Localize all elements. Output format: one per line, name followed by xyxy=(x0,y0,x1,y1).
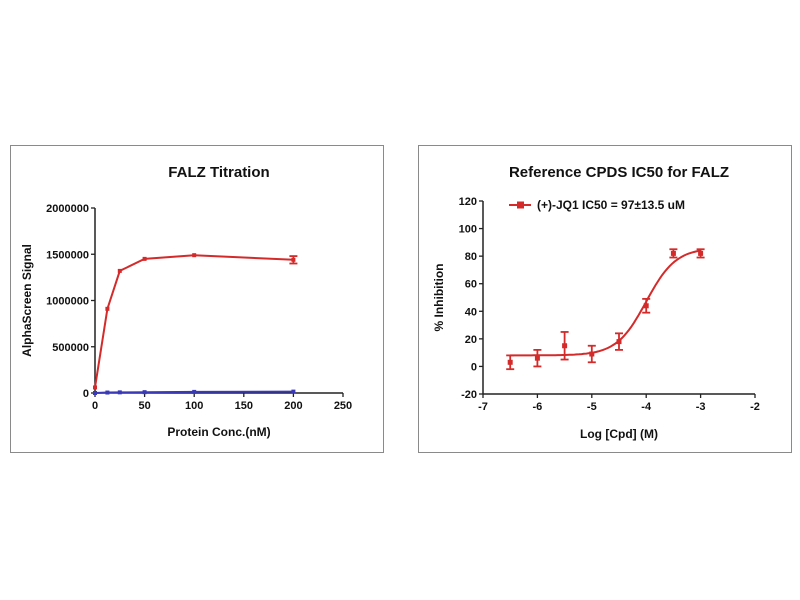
x-tick-label: -7 xyxy=(478,401,488,413)
x-tick-label: -3 xyxy=(696,401,706,413)
data-point xyxy=(291,257,296,262)
y-tick-label: -20 xyxy=(461,389,477,401)
y-tick-label: 0 xyxy=(471,361,477,373)
data-point xyxy=(534,355,540,361)
data-point xyxy=(192,389,197,394)
data-point xyxy=(105,306,110,311)
y-tick-label: 100 xyxy=(459,224,477,236)
legend-label: (+)-JQ1 IC50 = 97±13.5 uM xyxy=(537,198,685,212)
fit-curve xyxy=(510,249,701,357)
x-axis-label: Protein Conc.(nM) xyxy=(167,425,270,439)
y-tick-label: 20 xyxy=(465,334,477,346)
data-point xyxy=(105,390,110,395)
y-axis-label: AlphaScreen Signal xyxy=(20,244,34,357)
y-tick-label: 500000 xyxy=(52,342,89,354)
data-point xyxy=(589,351,595,357)
chart-title: FALZ Titration xyxy=(168,164,269,181)
x-tick-label: 100 xyxy=(185,400,203,412)
y-tick-label: 80 xyxy=(465,251,477,263)
data-point xyxy=(192,253,197,258)
data-point xyxy=(507,359,513,365)
data-point xyxy=(291,389,296,394)
y-tick-label: 0 xyxy=(83,388,89,400)
data-point xyxy=(643,303,649,309)
y-tick-label: 60 xyxy=(465,279,477,291)
x-tick-label: 50 xyxy=(138,400,150,412)
data-point xyxy=(142,256,147,261)
x-tick-label: -6 xyxy=(533,401,543,413)
data-point xyxy=(698,250,704,256)
data-point xyxy=(562,343,568,349)
x-tick-label: 200 xyxy=(284,400,302,412)
data-point xyxy=(93,391,97,395)
x-tick-label: -5 xyxy=(587,401,597,413)
data-point xyxy=(142,390,147,395)
chart-panel-falz-titration: FALZ Titration 0 50 100 150 200 250 0 500000 1000… xyxy=(10,145,384,453)
chart-title: Reference CPDS IC50 for FALZ xyxy=(509,164,729,181)
y-axis-label: % Inhibition xyxy=(432,264,446,332)
ic50-chart: Reference CPDS IC50 for FALZ -7 -6 -5 -4 -3 -2… xyxy=(432,164,760,441)
data-point xyxy=(117,390,122,395)
data-point xyxy=(670,250,676,256)
data-point xyxy=(616,339,622,345)
series-line-1 xyxy=(94,390,294,394)
y-tick-label: 1500000 xyxy=(46,249,89,261)
x-tick-label: 150 xyxy=(235,400,253,412)
series-line-0 xyxy=(94,254,294,388)
y-tick-label: 120 xyxy=(459,196,477,208)
y-tick-label: 2000000 xyxy=(46,203,89,215)
legend-marker xyxy=(517,201,524,209)
x-tick-label: -2 xyxy=(750,401,760,413)
y-tick-label: 40 xyxy=(465,306,477,318)
y-tick-label: 1000000 xyxy=(46,296,89,308)
x-tick-label: -4 xyxy=(641,401,652,413)
data-point xyxy=(93,385,97,390)
x-tick-label: 0 xyxy=(92,400,98,412)
x-axis-label: Log [Cpd] (M) xyxy=(580,427,658,441)
data-point xyxy=(117,268,122,273)
chart-panel-ic50: Reference CPDS IC50 for FALZ -7 -6 -5 -4 -3 -2… xyxy=(418,145,792,453)
x-tick-label: 250 xyxy=(334,400,352,412)
titration-chart: FALZ Titration 0 50 100 150 200 250 0 500000 1000… xyxy=(20,164,352,439)
